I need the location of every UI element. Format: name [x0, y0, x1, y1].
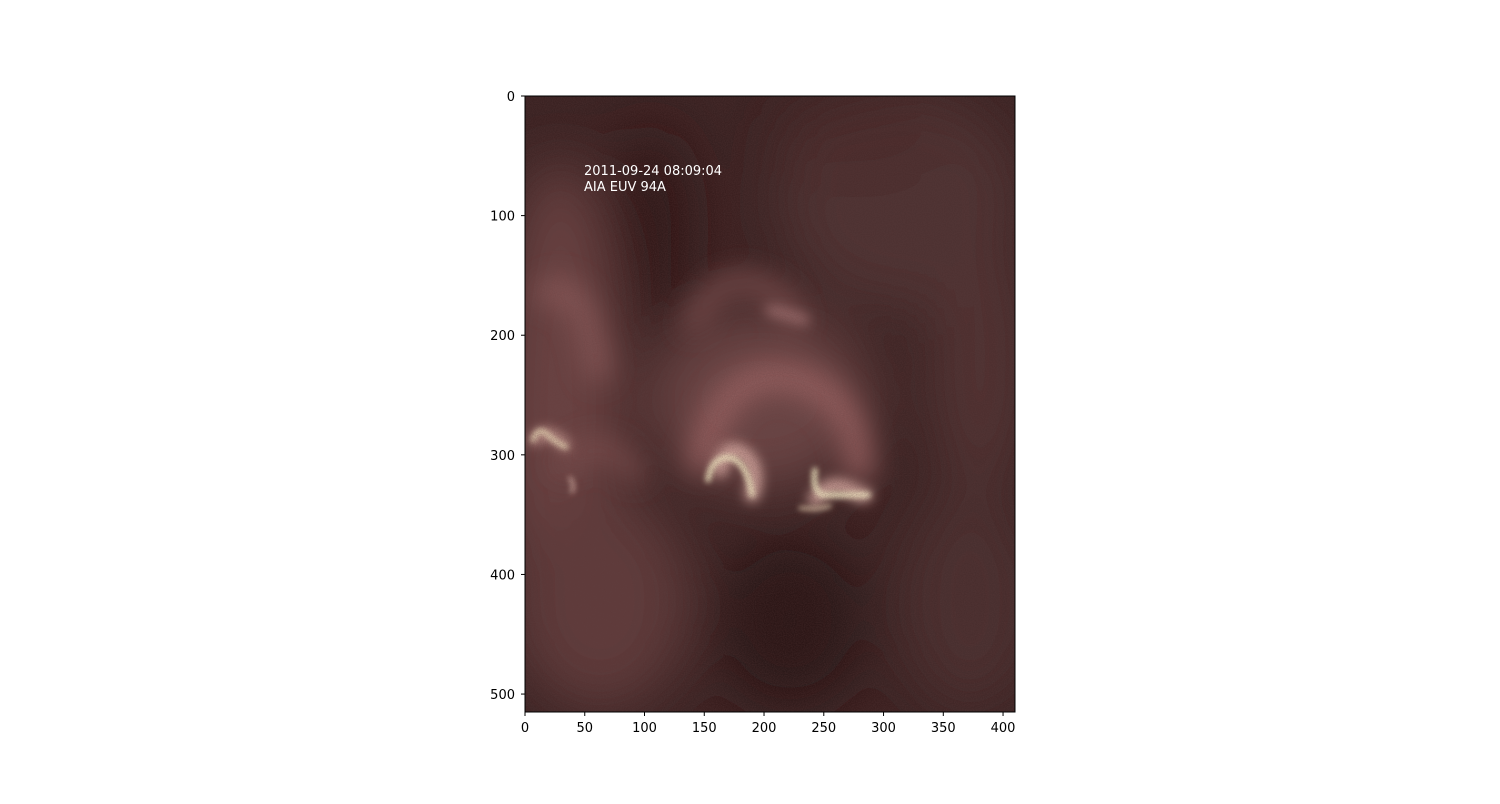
annotation-timestamp: 2011-09-24 08:09:04 — [584, 164, 722, 179]
x-axis: 0 50 100 150 200 250 300 350 400 — [521, 712, 1016, 736]
y-tick-label: 400 — [490, 568, 515, 583]
x-tick-label: 200 — [752, 721, 777, 736]
y-tick-label: 0 — [507, 90, 515, 105]
x-tick-label: 0 — [521, 721, 529, 736]
x-tick-label: 300 — [871, 721, 896, 736]
x-tick-label: 250 — [811, 721, 836, 736]
x-tick-label: 50 — [576, 721, 593, 736]
y-tick-label: 300 — [490, 449, 515, 464]
y-tick-label: 200 — [490, 329, 515, 344]
x-tick-label: 100 — [632, 721, 657, 736]
annotation-instrument: AIA EUV 94A — [584, 180, 666, 195]
y-tick-label: 500 — [490, 688, 515, 703]
solar-euv-image — [500, 90, 1040, 712]
y-tick-label: 100 — [490, 210, 515, 225]
y-axis: 0 100 200 300 400 500 — [490, 90, 525, 703]
x-tick-label: 400 — [991, 721, 1016, 736]
x-tick-label: 150 — [692, 721, 717, 736]
x-tick-label: 350 — [931, 721, 956, 736]
